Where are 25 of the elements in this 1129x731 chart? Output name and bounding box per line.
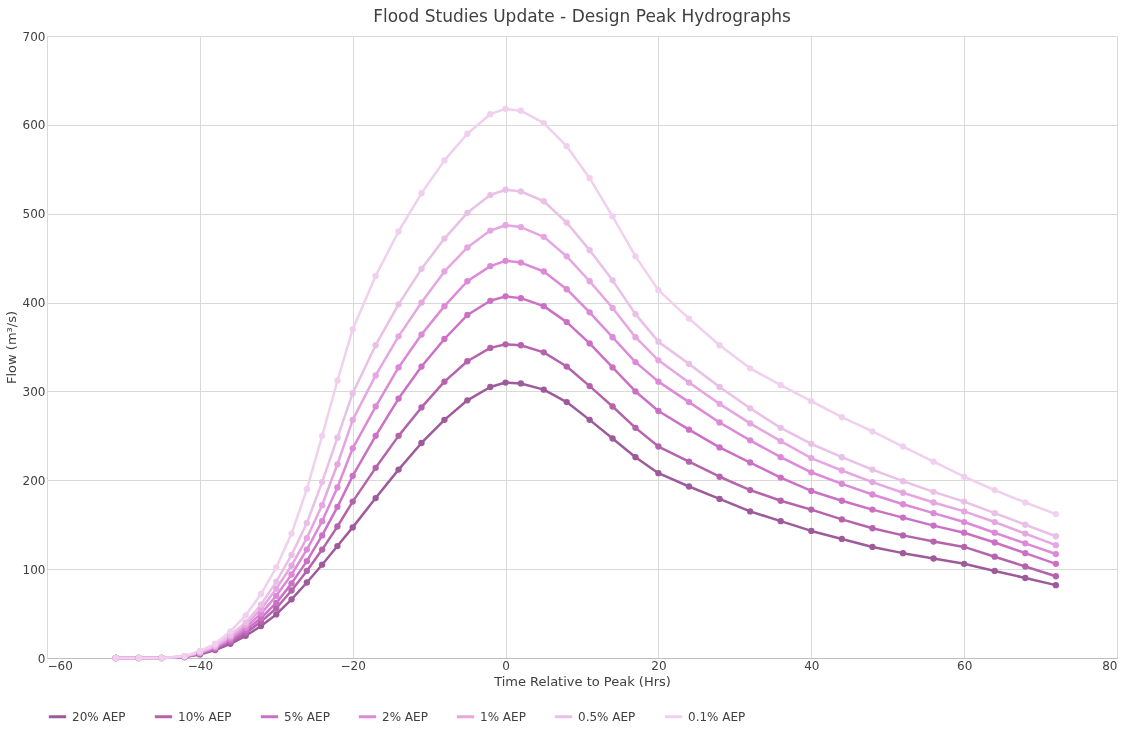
x-tick-label: −40	[187, 658, 214, 673]
y-tick-label: 400	[22, 296, 46, 311]
x-tick-label: −20	[340, 658, 366, 673]
legend-label: 0.5% AEP	[578, 709, 636, 724]
legend-label: 20% AEP	[72, 709, 126, 724]
x-tick-label: −60	[47, 658, 73, 673]
y-tick-label: 100	[22, 562, 46, 577]
x-tick-label: 80	[1102, 658, 1118, 673]
y-axis-title: Flow (m³/s)	[3, 311, 19, 384]
chart-title: Flood Studies Update - Design Peak Hydrographs	[373, 6, 791, 26]
legend-label: 0.1% AEP	[688, 709, 746, 724]
x-axis-title: Time Relative to Peak (Hrs)	[493, 673, 671, 689]
y-tick-label: 300	[22, 384, 46, 399]
x-tick-label: 40	[804, 658, 820, 673]
x-tick-label: 20	[651, 658, 667, 673]
y-tick-label: 600	[22, 118, 46, 133]
x-tick-label: 60	[957, 658, 973, 673]
legend-label: 10% AEP	[178, 709, 232, 724]
legend-label: 5% AEP	[284, 709, 330, 724]
legend-label: 2% AEP	[382, 709, 428, 724]
y-tick-label: 500	[22, 207, 46, 222]
y-tick-label: 200	[22, 473, 46, 488]
y-tick-label: 700	[22, 29, 46, 44]
legend-label: 1% AEP	[480, 709, 526, 724]
x-tick-label: 0	[502, 658, 510, 673]
